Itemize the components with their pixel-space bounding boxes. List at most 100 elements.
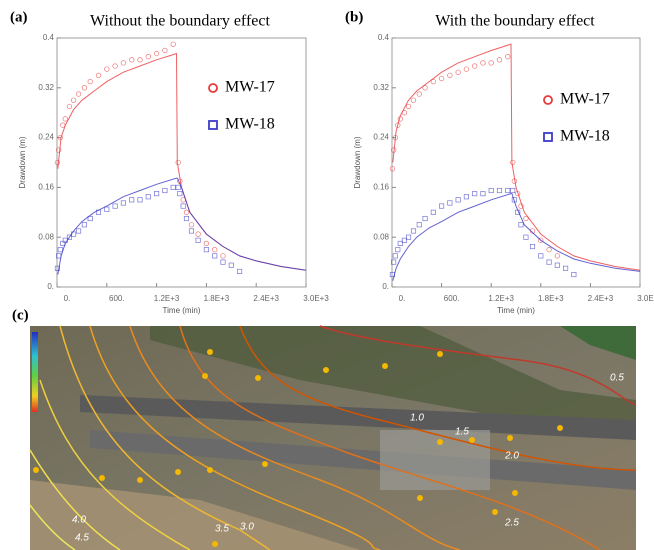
x-tick-label: 1.8E+3 <box>538 294 564 303</box>
data-point <box>406 235 410 239</box>
data-point <box>524 235 528 239</box>
y-tick-label: 0.08 <box>373 232 389 241</box>
data-point <box>524 216 529 221</box>
data-point <box>212 247 217 252</box>
figure: 0.51.01.52.02.53.03.54.04.5 0.0.080.160.… <box>0 0 654 550</box>
y-tick-label: 0.4 <box>378 33 390 42</box>
data-point <box>472 64 477 69</box>
data-point <box>481 61 486 66</box>
data-point <box>539 254 543 258</box>
data-point <box>390 166 395 171</box>
contour-label: 4.0 <box>72 515 86 526</box>
data-point <box>456 70 461 75</box>
x-tick-label: 1.8E+3 <box>204 294 230 303</box>
data-point <box>113 204 117 208</box>
data-point <box>105 207 109 211</box>
data-point <box>163 188 167 192</box>
x-tick-label: 600. <box>444 294 460 303</box>
data-point <box>138 57 143 62</box>
data-point <box>204 247 208 251</box>
x-tick-label: 2.4E+3 <box>588 294 614 303</box>
data-point <box>489 188 493 192</box>
contour-label: 0.5 <box>610 373 624 384</box>
legend-marker <box>544 96 552 104</box>
data-point <box>138 198 142 202</box>
data-point <box>411 98 416 103</box>
data-point <box>431 79 436 84</box>
x-tick-label: 0. <box>399 294 406 303</box>
y-tick-label: 0.32 <box>373 83 389 92</box>
y-axis-label: Drawdown (m) <box>353 136 362 188</box>
x-tick-label: 600. <box>109 294 125 303</box>
data-point <box>96 73 101 78</box>
data-point <box>489 61 494 66</box>
panel-label: (a) <box>10 9 28 25</box>
y-tick-label: 0.08 <box>38 232 54 241</box>
data-point <box>184 210 189 215</box>
x-tick-label: 2.4E+3 <box>253 294 279 303</box>
data-point <box>396 247 400 251</box>
y-tick-label: 0.24 <box>373 133 389 142</box>
data-point <box>184 216 188 220</box>
y-tick-label: 0. <box>47 282 54 291</box>
data-point <box>163 48 168 53</box>
data-point <box>448 73 453 78</box>
data-point <box>55 160 60 165</box>
legend-marker <box>209 84 217 92</box>
data-point <box>497 57 502 62</box>
data-point <box>555 254 560 259</box>
y-tick-label: 0. <box>382 282 389 291</box>
data-point <box>510 188 514 192</box>
data-point <box>530 244 534 248</box>
x-tick-label: 3.0E+3 <box>637 294 654 303</box>
contour-label: 4.5 <box>75 533 89 544</box>
data-point <box>63 117 68 122</box>
data-point <box>121 61 126 66</box>
data-point <box>547 247 552 252</box>
data-point <box>154 191 158 195</box>
contour-label: 1.5 <box>455 427 469 438</box>
data-point <box>472 191 476 195</box>
panel-label: (b) <box>345 9 363 25</box>
data-point <box>464 67 469 72</box>
data-point <box>519 223 523 227</box>
legend-label: MW-17 <box>560 91 610 108</box>
data-point <box>417 223 421 227</box>
data-point <box>61 123 66 128</box>
x-tick-label: 1.2E+3 <box>488 294 514 303</box>
plot-frame <box>392 38 640 287</box>
data-point <box>423 86 428 91</box>
data-point <box>497 188 501 192</box>
data-point <box>82 223 86 227</box>
data-point <box>572 272 576 276</box>
x-axis-label: Time (min) <box>163 306 201 315</box>
data-point <box>221 260 225 264</box>
x-tick-label: 1.2E+3 <box>154 294 180 303</box>
data-point <box>402 238 406 242</box>
data-point <box>229 263 233 267</box>
fit-line <box>393 194 640 281</box>
data-point <box>113 64 118 69</box>
fit-line <box>393 44 640 270</box>
data-point <box>171 42 176 47</box>
legend-marker <box>544 133 552 141</box>
data-point <box>510 160 515 165</box>
data-point <box>406 104 411 109</box>
data-point <box>456 198 460 202</box>
chart-title: With the boundary effect <box>435 13 595 30</box>
y-tick-label: 0.32 <box>38 83 54 92</box>
data-point <box>555 263 559 267</box>
data-point <box>439 204 443 208</box>
data-point <box>146 195 150 199</box>
data-point <box>481 191 485 195</box>
data-point <box>130 198 134 202</box>
data-point <box>129 57 134 62</box>
data-point <box>82 86 87 91</box>
chart-title: Without the boundary effect <box>90 13 270 30</box>
data-point <box>221 254 226 259</box>
x-tick-label: 3.0E+3 <box>303 294 329 303</box>
y-tick-label: 0.16 <box>38 183 54 192</box>
data-point <box>417 92 422 97</box>
